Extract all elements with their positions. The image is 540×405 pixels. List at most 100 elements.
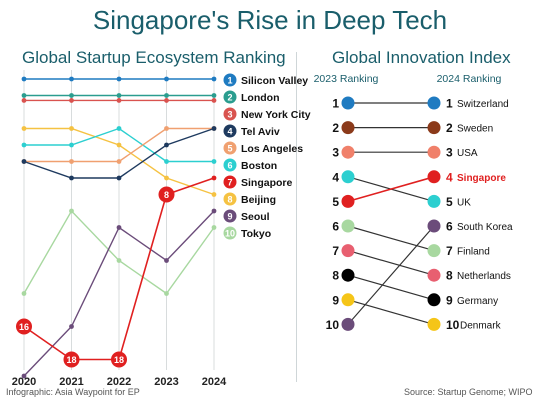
rank-2023-dot bbox=[341, 145, 355, 159]
panel-divider bbox=[296, 52, 297, 382]
data-point bbox=[116, 175, 122, 181]
rank-2023-label: 8 bbox=[332, 269, 339, 283]
rank-2024-label: 2 bbox=[446, 121, 453, 135]
data-point bbox=[211, 76, 217, 82]
country-label: Finland bbox=[457, 247, 490, 258]
data-point bbox=[21, 373, 27, 379]
legend-swatch bbox=[223, 192, 237, 206]
data-point bbox=[211, 93, 217, 98]
slope-connector bbox=[347, 299, 435, 325]
legend-number: 10 bbox=[225, 228, 235, 238]
data-point bbox=[21, 159, 27, 164]
rank-2023-label: 4 bbox=[332, 170, 339, 184]
left-chart-grid bbox=[23, 70, 215, 370]
data-label: 18 bbox=[114, 355, 124, 365]
country-label: USA bbox=[457, 148, 478, 159]
legend-label: Beijing bbox=[241, 194, 276, 206]
data-point bbox=[21, 98, 27, 103]
legend-label: Boston bbox=[241, 160, 277, 172]
data-point bbox=[164, 258, 169, 263]
legend-label: New York City bbox=[241, 109, 311, 121]
legend-label: Tel Aviv bbox=[241, 126, 280, 138]
data-point bbox=[69, 98, 74, 103]
data-label: 18 bbox=[66, 355, 76, 365]
rank-2023-label: 6 bbox=[332, 220, 339, 234]
data-point bbox=[69, 126, 74, 131]
legend-swatch bbox=[223, 107, 237, 121]
rank-2024-dot bbox=[427, 96, 441, 110]
footer-source: Source: Startup Genome; WIPO bbox=[404, 387, 533, 397]
data-point bbox=[69, 175, 74, 181]
country-label: UK bbox=[457, 197, 471, 208]
rank-2024-dot bbox=[427, 244, 441, 258]
rank-2023-label: 2 bbox=[332, 121, 339, 135]
right-chart-dots: 1 2 3 4 5 6 7 8 9 10 1 Switzerland 2 Sweden 3 USA 4 Singa… bbox=[326, 96, 513, 332]
country-label: Germany bbox=[457, 296, 498, 307]
data-point bbox=[164, 291, 169, 296]
rank-2024-dot bbox=[427, 145, 441, 159]
data-point bbox=[211, 126, 217, 131]
data-label: 8 bbox=[164, 190, 169, 200]
legend-swatch bbox=[223, 141, 237, 155]
data-point bbox=[164, 126, 169, 131]
x-tick-label: 2022 bbox=[107, 376, 131, 388]
data-point bbox=[164, 175, 169, 181]
legend-number: 6 bbox=[227, 160, 232, 170]
rank-2023-dot bbox=[341, 317, 355, 331]
data-point bbox=[21, 142, 27, 148]
data-point bbox=[116, 258, 122, 263]
slope-connector bbox=[347, 250, 435, 276]
right-column-header: 2024 Ranking bbox=[437, 73, 502, 85]
legend-label: Silicon Valley bbox=[241, 75, 308, 87]
singapore-rank-badge bbox=[158, 186, 175, 203]
rank-2024-label: 5 bbox=[446, 195, 453, 209]
data-point bbox=[164, 98, 169, 103]
data-point bbox=[211, 98, 217, 103]
rank-2023-dot bbox=[341, 121, 355, 135]
rank-2024-dot bbox=[427, 268, 441, 282]
data-point bbox=[116, 98, 122, 103]
rank-2023-label: 1 bbox=[332, 97, 339, 111]
rank-2023-label: 5 bbox=[332, 195, 339, 209]
left-chart-x-axis: 2020 2021 2022 2023 2024 bbox=[12, 376, 227, 388]
rank-2024-label: 9 bbox=[446, 293, 453, 307]
x-tick-label: 2020 bbox=[12, 376, 36, 388]
data-point bbox=[69, 324, 74, 329]
slope-connector bbox=[347, 225, 435, 325]
legend-swatch bbox=[223, 90, 237, 104]
right-chart-title: Global Innovation Index bbox=[332, 48, 511, 67]
rank-2024-dot bbox=[427, 293, 441, 307]
legend-number: 5 bbox=[227, 143, 232, 153]
legend-number: 3 bbox=[227, 109, 232, 119]
x-tick-label: 2023 bbox=[154, 376, 178, 388]
slope-connector bbox=[347, 225, 435, 252]
rank-2023-dot bbox=[341, 170, 355, 184]
singapore-rank-badge bbox=[16, 318, 32, 335]
data-point bbox=[164, 142, 169, 148]
data-point bbox=[116, 93, 122, 98]
data-point bbox=[69, 159, 74, 164]
rank-2023-dot bbox=[341, 244, 355, 258]
legend-number: 7 bbox=[227, 177, 232, 187]
data-point bbox=[211, 208, 217, 214]
data-point bbox=[116, 126, 122, 131]
country-label: Switzerland bbox=[457, 99, 509, 110]
singapore-rank-badge bbox=[111, 351, 127, 368]
right-chart-connectors bbox=[347, 102, 435, 325]
legend-label: London bbox=[241, 92, 279, 104]
country-label: South Korea bbox=[457, 222, 513, 233]
left-chart-points: 16 18 18 8 bbox=[16, 76, 217, 379]
legend-label: Seoul bbox=[241, 211, 270, 223]
legend-label: Singapore bbox=[241, 177, 293, 189]
data-point bbox=[211, 175, 217, 181]
rank-2024-label: 8 bbox=[446, 269, 453, 283]
legend-label: Los Angeles bbox=[241, 143, 303, 155]
rank-2023-label: 10 bbox=[326, 318, 340, 332]
legend-number: 2 bbox=[227, 92, 232, 102]
data-point bbox=[211, 192, 217, 197]
rank-2024-label: 3 bbox=[446, 146, 453, 160]
rank-2024-dot bbox=[427, 170, 441, 184]
legend-swatch bbox=[223, 209, 237, 223]
data-point bbox=[116, 142, 122, 148]
data-point bbox=[21, 291, 27, 296]
